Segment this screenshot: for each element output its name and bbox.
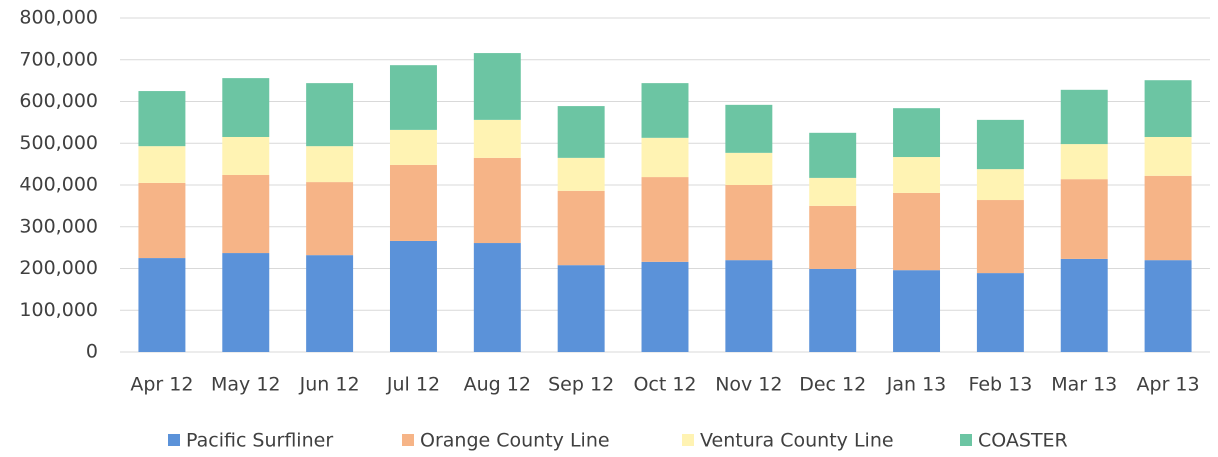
x-tick-label: Feb 13 <box>968 374 1032 396</box>
bar-segment <box>389 240 437 352</box>
x-tick-label: Mar 13 <box>1051 374 1117 396</box>
bar-segment <box>138 182 186 259</box>
bar-segment <box>893 157 941 193</box>
bar-segment <box>222 174 270 254</box>
bar-segment <box>976 119 1024 170</box>
legend-swatch <box>960 434 972 446</box>
x-tick-label: Jun 12 <box>299 374 360 396</box>
bar-segment <box>557 106 605 158</box>
y-tick-label: 300,000 <box>19 215 98 237</box>
bar-segment <box>809 268 857 352</box>
bar-segment <box>725 260 773 352</box>
bar-segment <box>389 164 437 241</box>
bar-segment <box>473 243 521 352</box>
bar-segment <box>138 91 186 147</box>
bar-segment <box>809 177 857 206</box>
y-tick-label: 500,000 <box>19 132 98 154</box>
bar-segment <box>1144 260 1192 352</box>
x-tick-label: May 12 <box>211 374 281 396</box>
x-tick-label: Jan 13 <box>886 374 947 396</box>
bar-segment <box>1060 144 1108 180</box>
bar-segment <box>1060 179 1108 259</box>
bar-segment <box>557 190 605 266</box>
bar-segment <box>641 261 689 352</box>
y-tick-label: 0 <box>86 341 98 363</box>
bar-segment <box>389 129 437 165</box>
x-tick-label: Nov 12 <box>715 374 782 396</box>
y-tick-label: 600,000 <box>19 90 98 112</box>
y-tick-label: 200,000 <box>19 257 98 279</box>
bar-segment <box>557 265 605 352</box>
bar-segment <box>222 136 270 175</box>
bar-segment <box>1144 80 1192 137</box>
bar-segment <box>1144 136 1192 176</box>
bar-segment <box>976 200 1024 274</box>
bar-segment <box>641 177 689 262</box>
legend-swatch <box>168 434 180 446</box>
bar-segment <box>306 83 354 147</box>
bar-segment <box>809 205 857 269</box>
bar-segment <box>138 146 186 183</box>
bar-segment <box>1144 175 1192 261</box>
bar-segment <box>473 157 521 244</box>
x-tick-label: Oct 12 <box>633 374 696 396</box>
bar-segment <box>893 270 941 352</box>
x-tick-label: Dec 12 <box>799 374 866 396</box>
bar-segment <box>222 78 270 137</box>
bar-segment <box>725 185 773 261</box>
bar-segment <box>809 132 857 178</box>
bar-segment <box>473 53 521 120</box>
bar-segment <box>138 258 186 352</box>
bar-segment <box>641 83 689 138</box>
x-tick-label: Sep 12 <box>548 374 614 396</box>
x-tick-label: Apr 12 <box>130 374 193 396</box>
bar-segment <box>976 273 1024 352</box>
legend-label: Ventura County Line <box>700 430 894 452</box>
bar-segment <box>1060 89 1108 145</box>
bar-segment <box>306 255 354 352</box>
legend-label: Orange County Line <box>420 430 610 452</box>
bar-segment <box>893 192 941 271</box>
legend-label: Pacific Surfliner <box>186 430 333 452</box>
bar-segment <box>557 157 605 191</box>
bar-segment <box>1060 258 1108 352</box>
legend-label: COASTER <box>978 430 1068 452</box>
y-tick-label: 100,000 <box>19 299 98 321</box>
bar-segment <box>473 119 521 158</box>
legend-swatch <box>682 434 694 446</box>
legend-swatch <box>402 434 414 446</box>
bar-segment <box>222 253 270 352</box>
x-tick-label: Aug 12 <box>464 374 531 396</box>
y-tick-label: 700,000 <box>19 48 98 70</box>
y-tick-label: 800,000 <box>19 7 98 29</box>
bar-segment <box>389 65 437 130</box>
bar-segment <box>641 137 689 178</box>
bar-segment <box>306 182 354 256</box>
bar-segment <box>725 104 773 153</box>
y-tick-label: 400,000 <box>19 174 98 196</box>
bar-segment <box>976 169 1024 201</box>
bar-segment <box>306 146 354 183</box>
bar-segment <box>893 108 941 158</box>
bar-segment <box>725 152 773 185</box>
x-tick-label: Jul 12 <box>386 374 440 396</box>
x-tick-label: Apr 13 <box>1137 374 1200 396</box>
